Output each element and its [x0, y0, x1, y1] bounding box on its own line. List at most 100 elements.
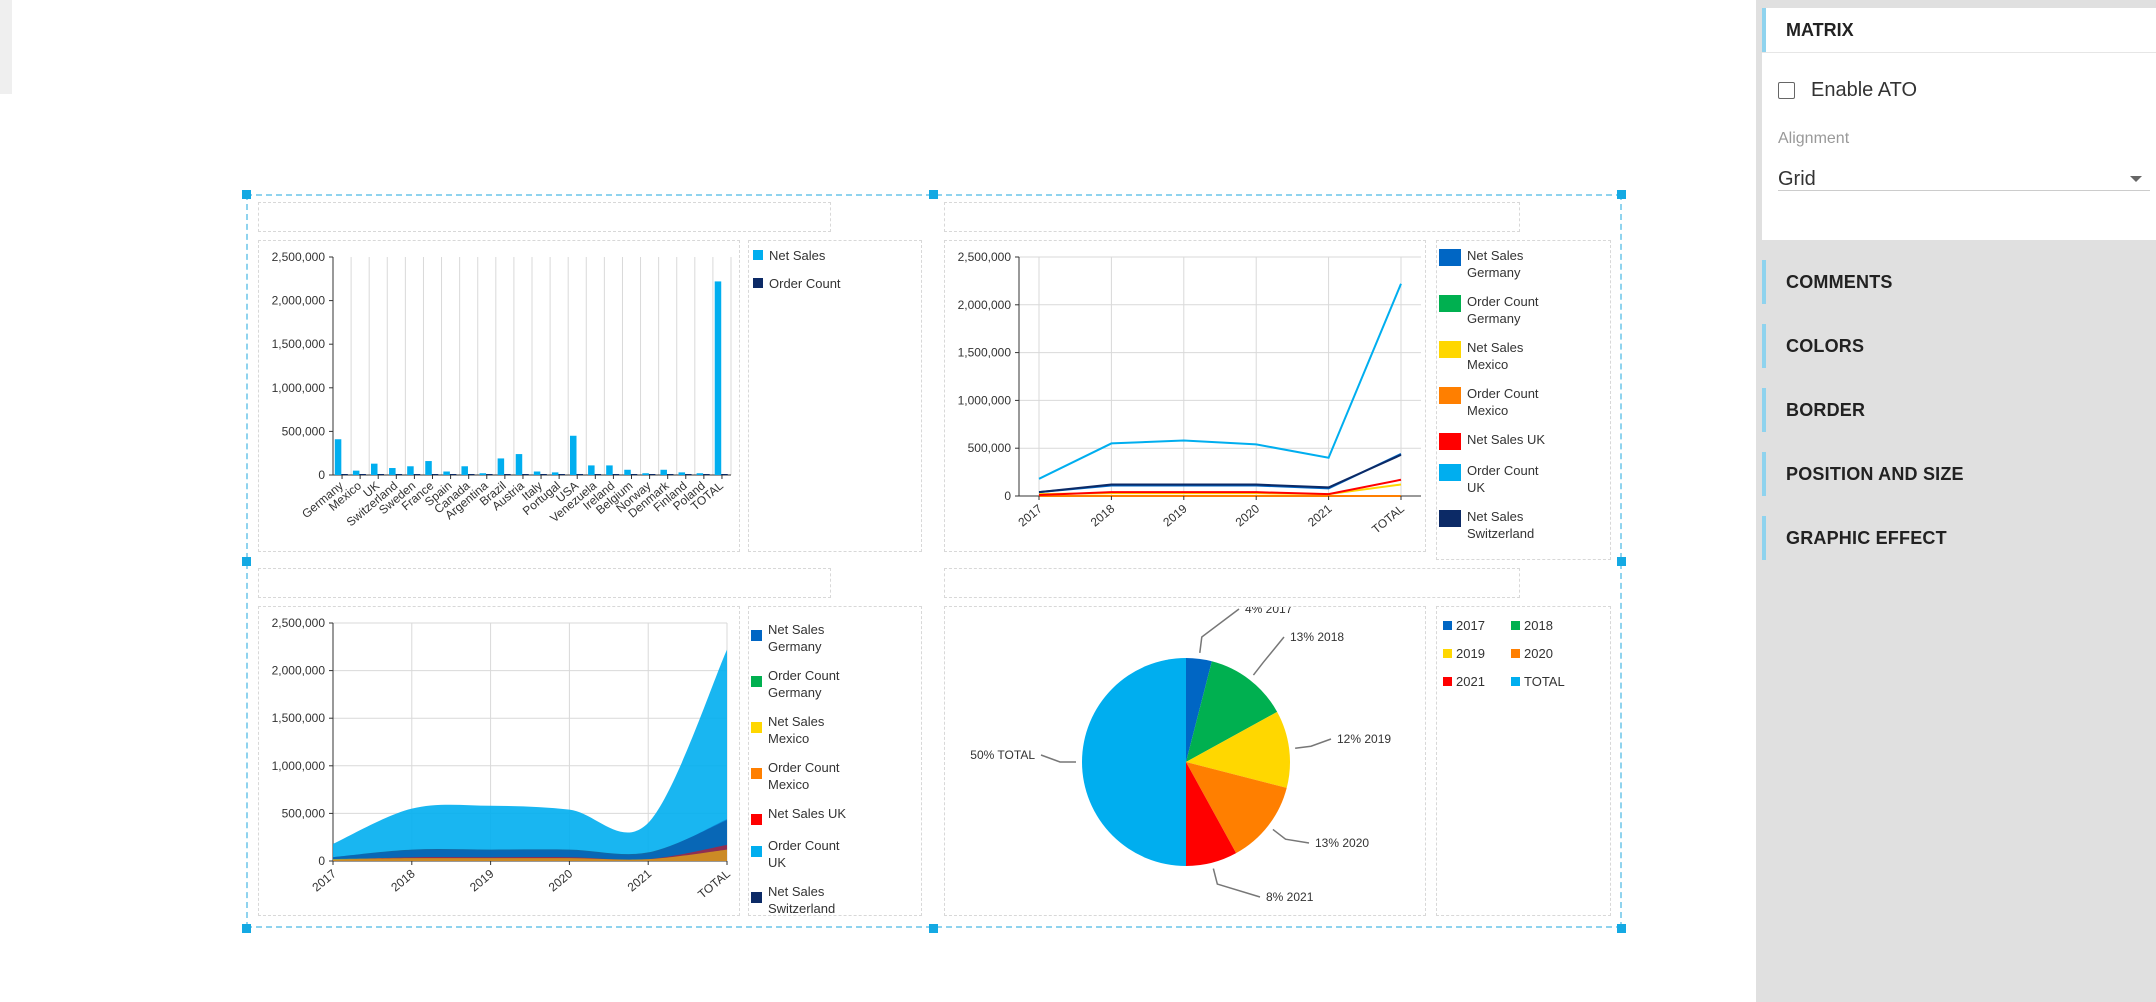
section-position-and-size[interactable]: POSITION AND SIZE: [1762, 452, 1964, 496]
matrix-card: MATRIX Enable ATO Alignment Grid: [1762, 8, 2156, 240]
legend-item[interactable]: Order Count Mexico: [751, 759, 921, 793]
line-chart-plot[interactable]: 0 500,000 1,000,000 1,500,000 2,000,000 2,500…: [944, 240, 1426, 552]
bar: [413, 474, 421, 475]
chart-title-placeholder[interactable]: [944, 568, 1520, 598]
x-tick-label: 2019: [467, 866, 497, 894]
pie-slice: [1186, 661, 1278, 762]
bar: [703, 474, 710, 475]
legend-item[interactable]: Order Count: [753, 275, 921, 292]
bar: [497, 458, 505, 475]
chart-title-placeholder[interactable]: [944, 202, 1520, 232]
bar: [515, 454, 523, 475]
legend-item[interactable]: Net Sales Switzerland: [751, 883, 921, 916]
x-tick-label: 2020: [546, 866, 576, 894]
resize-handle-br[interactable]: [1617, 924, 1626, 933]
matrix-section-title[interactable]: MATRIX: [1786, 20, 1854, 40]
pie-label: 4% 2017: [1245, 607, 1293, 616]
legend-label: Net Sales Switzerland: [768, 884, 836, 916]
bar-chart-plot[interactable]: 0 500,000 1,000,000 1,500,000 2,000,000 2,500…: [258, 240, 740, 552]
alignment-select[interactable]: Grid: [1778, 160, 2150, 191]
pie-chart-legend[interactable]: 2017 2018 2019 2020 2021 TOTAL: [1436, 606, 1611, 916]
section-position-and-size-label: POSITION AND SIZE: [1786, 463, 1964, 484]
chart-title-placeholder[interactable]: [258, 202, 831, 232]
bar: [395, 474, 403, 475]
x-tick-label: 2019: [1160, 501, 1190, 529]
section-accent-bar: [1762, 260, 1766, 304]
legend-item[interactable]: Net Sales UK: [751, 805, 921, 825]
legend-label: Order Count Mexico: [1467, 386, 1539, 418]
bar-chart-legend[interactable]: Net Sales Order Count: [748, 240, 922, 552]
legend-item[interactable]: Net Sales Mexico: [1439, 339, 1610, 373]
canvas-edge: [0, 0, 12, 94]
y-tick-label: 2,500,000: [958, 250, 1012, 264]
legend-item[interactable]: Net Sales Germany: [751, 621, 921, 655]
bar: [479, 473, 487, 475]
legend-item[interactable]: Net Sales Germany: [1439, 247, 1610, 281]
matrix-accent-bar: [1762, 8, 1766, 53]
section-border[interactable]: BORDER: [1762, 388, 1865, 432]
legend-swatch: [753, 278, 763, 288]
x-tick-label: TOTAL: [695, 866, 733, 901]
y-tick-label: 0: [1004, 489, 1011, 503]
pie-leader-line: [1212, 868, 1261, 898]
section-comments[interactable]: COMMENTS: [1762, 260, 1893, 304]
pie-label: 13% 2020: [1315, 836, 1369, 850]
legend-swatch: [1439, 464, 1461, 481]
y-tick-label: 2,000,000: [272, 664, 326, 678]
resize-handle-bm[interactable]: [929, 924, 938, 933]
x-tick-label: 2018: [1088, 501, 1118, 529]
legend-item[interactable]: Order Count Mexico: [1439, 385, 1610, 419]
y-tick-label: 1,500,000: [958, 346, 1012, 360]
y-tick-label: 1,000,000: [272, 759, 326, 773]
legend-label: Net Sales UK: [768, 806, 847, 821]
y-tick-label: 1,000,000: [958, 393, 1012, 407]
enable-ato-checkbox[interactable]: [1778, 82, 1795, 99]
resize-handle-bl[interactable]: [242, 924, 251, 933]
legend-item[interactable]: Net Sales Switzerland: [1439, 508, 1610, 542]
legend-item[interactable]: Net Sales: [753, 247, 921, 264]
pie-slice: [1186, 762, 1287, 854]
legend-item[interactable]: Order Count Germany: [1439, 293, 1610, 327]
bar: [425, 461, 432, 475]
resize-handle-ml[interactable]: [242, 557, 251, 566]
bar: [630, 474, 638, 475]
bar: [504, 474, 511, 475]
legend-label: TOTAL: [1524, 674, 1565, 689]
resize-handle-tl[interactable]: [242, 190, 251, 199]
series-line: [1038, 478, 1402, 497]
legend-item[interactable]: Order Count UK: [751, 837, 921, 871]
area-chart-plot[interactable]: 0 500,000 1,000,000 1,500,000 2,000,000 2,500…: [258, 606, 740, 916]
section-graphic-effect[interactable]: GRAPHIC EFFECT: [1762, 516, 1947, 560]
bar-chart: 0 500,000 1,000,000 1,500,000 2,000,000 2,500…: [272, 250, 732, 529]
pie-chart-plot[interactable]: 4% 2017 13% 2018 12% 2019 13% 2020 8% 2021 50…: [944, 602, 1426, 916]
legend-item[interactable]: Order Count Germany: [751, 667, 921, 701]
section-colors[interactable]: COLORS: [1762, 324, 1864, 368]
pie-slice: [1186, 711, 1290, 788]
legend-item[interactable]: Net Sales Mexico: [751, 713, 921, 747]
resize-handle-tr[interactable]: [1617, 190, 1626, 199]
resize-handle-mr[interactable]: [1617, 557, 1626, 566]
legend-item[interactable]: Order Count UK: [1439, 462, 1610, 496]
bar: [431, 474, 439, 475]
line-chart-legend[interactable]: Net Sales Germany Order Count Germany Net …: [1436, 240, 1611, 560]
legend-label: Order Count Germany: [1467, 294, 1539, 326]
legend-item[interactable]: Net Sales UK: [1439, 431, 1610, 450]
series-area: [333, 649, 727, 861]
area-chart-legend[interactable]: Net Sales Germany Order Count Germany Net …: [748, 606, 922, 916]
legend-swatch: [751, 768, 762, 779]
legend-swatch: [1511, 621, 1520, 630]
bar: [642, 473, 649, 475]
alignment-select-value: Grid: [1778, 168, 1816, 190]
resize-handle-tm[interactable]: [929, 190, 938, 199]
chart-title-placeholder[interactable]: [258, 568, 831, 598]
enable-ato-label[interactable]: Enable ATO: [1811, 79, 1917, 101]
y-tick-label: 2,000,000: [272, 294, 326, 308]
legend-swatch: [1439, 341, 1461, 358]
legend-swatch: [751, 676, 762, 687]
legend-swatch: [751, 722, 762, 733]
legend-label: 2020: [1524, 646, 1553, 661]
bar: [486, 474, 493, 475]
legend-label: Net Sales Mexico: [768, 714, 825, 746]
legend-label: Order Count Mexico: [768, 760, 840, 792]
bar: [660, 469, 667, 475]
